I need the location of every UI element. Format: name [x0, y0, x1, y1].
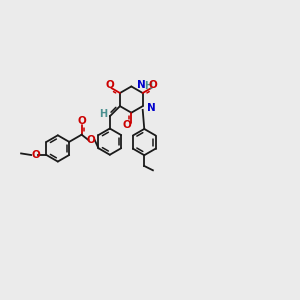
Text: O: O	[123, 120, 131, 130]
Text: H: H	[144, 81, 152, 91]
Text: O: O	[148, 80, 158, 90]
Text: O: O	[87, 135, 95, 145]
Text: H: H	[100, 109, 108, 119]
Text: N: N	[147, 103, 156, 113]
Text: O: O	[77, 116, 86, 127]
Text: O: O	[105, 80, 114, 90]
Text: N: N	[137, 80, 146, 90]
Text: O: O	[32, 150, 40, 160]
